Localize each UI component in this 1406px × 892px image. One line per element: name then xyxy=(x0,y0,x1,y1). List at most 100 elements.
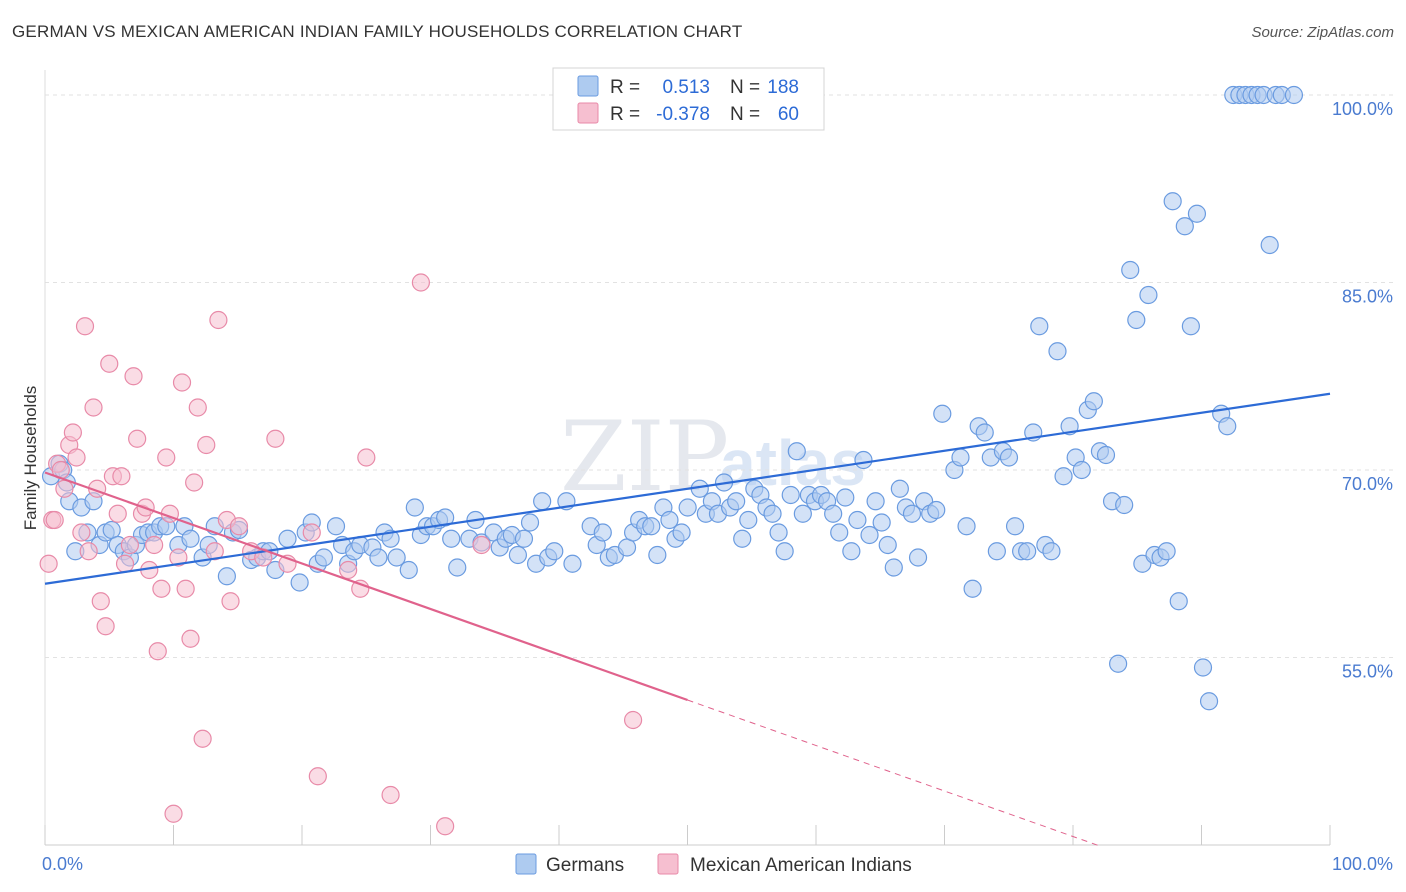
y-tick-label: 85.0% xyxy=(1342,287,1393,307)
y-tick-label: 100.0% xyxy=(1332,99,1393,119)
data-point xyxy=(145,535,164,555)
data-point xyxy=(660,510,679,530)
data-point xyxy=(884,558,903,577)
data-point xyxy=(933,404,952,423)
trend-line-mexican-american-indians xyxy=(44,471,688,702)
data-point xyxy=(648,545,667,565)
data-point xyxy=(369,548,388,567)
data-point xyxy=(176,579,195,598)
data-point xyxy=(1109,654,1128,673)
data-point xyxy=(181,529,200,548)
data-point xyxy=(999,448,1019,467)
data-point xyxy=(229,517,249,536)
data-point xyxy=(781,485,800,505)
data-point xyxy=(381,785,400,805)
data-point xyxy=(1115,495,1134,515)
data-point xyxy=(975,423,994,442)
data-point xyxy=(387,548,406,567)
data-point xyxy=(854,450,873,470)
data-point xyxy=(1054,467,1073,486)
data-point xyxy=(326,517,346,536)
legend-r-label: R = xyxy=(610,104,640,125)
data-point xyxy=(957,517,976,536)
data-point xyxy=(169,548,188,567)
data-point xyxy=(411,273,430,292)
data-point xyxy=(963,579,982,598)
data-point xyxy=(1018,542,1037,561)
data-point xyxy=(339,560,358,580)
trend-line-germans xyxy=(44,392,1331,585)
data-point xyxy=(545,542,564,561)
data-point xyxy=(951,448,970,467)
data-point xyxy=(890,479,909,498)
data-point xyxy=(308,767,327,786)
data-point xyxy=(278,529,297,548)
data-point xyxy=(217,567,236,586)
data-point xyxy=(115,554,135,573)
data-point xyxy=(678,498,697,517)
legend-r-value: -0.378 xyxy=(656,104,710,125)
legend-swatch-mexican-american-indians xyxy=(577,102,599,124)
legend-r-value: 0.513 xyxy=(662,77,710,98)
data-point xyxy=(1084,392,1103,411)
data-point xyxy=(209,310,228,330)
data-point xyxy=(91,592,110,611)
data-point xyxy=(830,523,849,542)
data-point xyxy=(848,510,867,530)
data-point xyxy=(1127,310,1146,330)
data-point xyxy=(124,367,143,386)
data-point xyxy=(793,504,812,523)
data-point xyxy=(128,429,147,448)
data-point xyxy=(1163,192,1182,211)
bottom-legend-germans: Germans xyxy=(546,855,624,876)
data-point xyxy=(63,423,82,442)
data-point xyxy=(836,488,855,507)
data-point xyxy=(1139,285,1158,305)
data-point xyxy=(514,529,534,548)
bottom-legend: Germans Mexican American Indians xyxy=(515,853,912,876)
data-point xyxy=(1157,542,1176,561)
data-point xyxy=(866,492,885,511)
data-point xyxy=(775,542,794,561)
data-point xyxy=(314,548,333,567)
data-point xyxy=(188,398,207,417)
data-point xyxy=(193,729,212,748)
data-point xyxy=(152,579,171,598)
data-point xyxy=(181,629,200,648)
data-point xyxy=(642,517,661,536)
bottom-legend-swatch-germans xyxy=(515,853,537,875)
data-point xyxy=(148,642,167,661)
data-point xyxy=(442,529,461,548)
data-point xyxy=(1072,460,1091,480)
data-point xyxy=(1193,658,1213,677)
data-point xyxy=(623,710,643,730)
data-point xyxy=(72,523,91,542)
data-point xyxy=(302,523,321,542)
legend-n-value: 60 xyxy=(778,104,799,125)
data-point xyxy=(824,504,843,523)
data-point xyxy=(436,817,455,836)
data-point xyxy=(902,504,922,523)
data-point xyxy=(908,548,928,567)
data-point xyxy=(733,529,752,548)
data-point xyxy=(1218,417,1237,436)
y-tick-label: 55.0% xyxy=(1342,662,1393,682)
data-point xyxy=(164,804,183,823)
data-point xyxy=(842,542,861,561)
chart-title: GERMAN VS MEXICAN AMERICAN INDIAN FAMILY… xyxy=(12,22,743,41)
bottom-legend-swatch-mexican-american-indians xyxy=(657,853,679,875)
bottom-legend-mexican-american-indians: Mexican American Indians xyxy=(690,855,912,876)
data-point xyxy=(185,473,204,492)
data-point xyxy=(1060,417,1079,436)
axes xyxy=(44,70,1331,846)
data-point xyxy=(1096,445,1116,465)
data-point xyxy=(563,554,582,573)
data-point xyxy=(67,448,86,467)
data-point xyxy=(672,523,691,542)
data-point xyxy=(1181,317,1200,336)
data-point xyxy=(520,513,540,532)
data-point xyxy=(108,504,127,523)
data-point xyxy=(472,535,491,555)
data-point xyxy=(55,479,74,498)
data-point xyxy=(172,373,192,392)
